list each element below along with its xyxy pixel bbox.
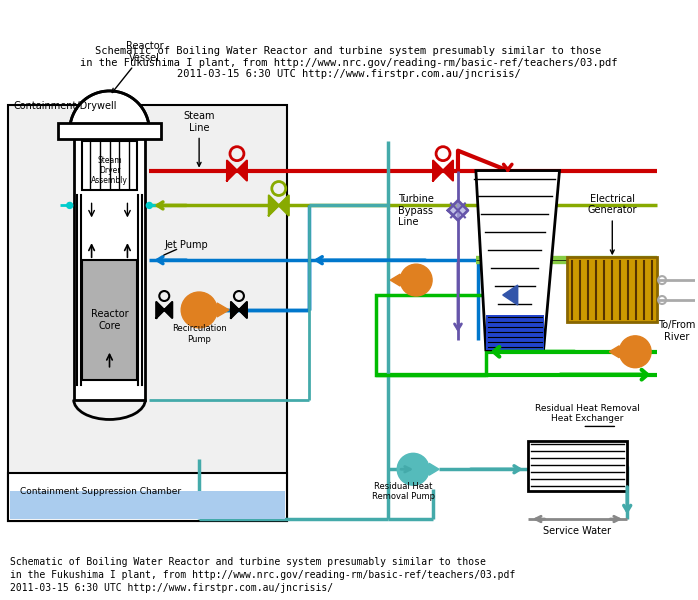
Bar	[8, 105, 287, 521]
Polygon shape	[156, 302, 172, 318]
Polygon shape	[231, 302, 247, 318]
Polygon shape	[429, 463, 439, 475]
Circle shape	[400, 264, 432, 296]
Bar	[10, 491, 285, 519]
Polygon shape	[609, 346, 619, 358]
Polygon shape	[390, 274, 400, 286]
Polygon shape	[269, 196, 289, 215]
Text: Jet Pump: Jet Pump	[164, 240, 208, 250]
Text: Reactor
Vessel: Reactor Vessel	[112, 41, 163, 92]
Polygon shape	[448, 200, 468, 220]
Wedge shape	[70, 91, 149, 131]
Text: Schematic of Boiling Water Reactor and turbine system presumably similar to thos: Schematic of Boiling Water Reactor and t…	[10, 557, 486, 567]
Bar	[58, 123, 161, 139]
Polygon shape	[433, 161, 453, 181]
Text: Turbine
Bypass
Line: Turbine Bypass Line	[399, 194, 434, 227]
Polygon shape	[503, 285, 518, 305]
Text: Containment/Drywell: Containment/Drywell	[14, 101, 117, 111]
Text: Schematic of Boiling Water Reactor and turbine system presumably similar to thos: Schematic of Boiling Water Reactor and t…	[80, 46, 617, 79]
Text: Residual Heat Removal
Heat Exchanger: Residual Heat Removal Heat Exchanger	[535, 404, 640, 424]
Polygon shape	[217, 303, 229, 317]
Bar	[528, 442, 628, 491]
Polygon shape	[476, 170, 560, 350]
Circle shape	[147, 202, 152, 208]
Polygon shape	[227, 161, 247, 181]
Text: Residual Heat
Removal Pump: Residual Heat Removal Pump	[372, 482, 435, 501]
Text: Reactor
Core: Reactor Core	[91, 309, 128, 331]
Text: Steam
Dryer
Assembly: Steam Dryer Assembly	[91, 155, 128, 185]
Circle shape	[619, 336, 651, 368]
Text: Containment Suppression Chamber: Containment Suppression Chamber	[20, 487, 181, 496]
Circle shape	[67, 202, 73, 208]
Bar	[486, 315, 544, 350]
Circle shape	[397, 454, 429, 485]
Bar	[376, 295, 486, 374]
Bar	[82, 260, 138, 380]
Bar	[82, 141, 138, 190]
Bar	[567, 257, 657, 322]
Text: Electrical
Generator: Electrical Generator	[588, 194, 637, 254]
Text: in the Fukushima I plant, from http://www.nrc.gov/reading-rm/basic-ref/teachers/: in the Fukushima I plant, from http://ww…	[10, 570, 515, 580]
Text: Recirculation
Pump: Recirculation Pump	[172, 325, 226, 344]
Text: Service Water: Service Water	[544, 526, 611, 536]
Circle shape	[181, 292, 217, 328]
Text: To/From
River: To/From River	[658, 320, 696, 342]
Bar	[8, 473, 287, 521]
Bar	[74, 131, 145, 400]
Text: 2011-03-15 6:30 UTC http://www.firstpr.com.au/jncrisis/: 2011-03-15 6:30 UTC http://www.firstpr.c…	[10, 583, 333, 593]
Text: Steam
Line: Steam Line	[184, 111, 215, 166]
